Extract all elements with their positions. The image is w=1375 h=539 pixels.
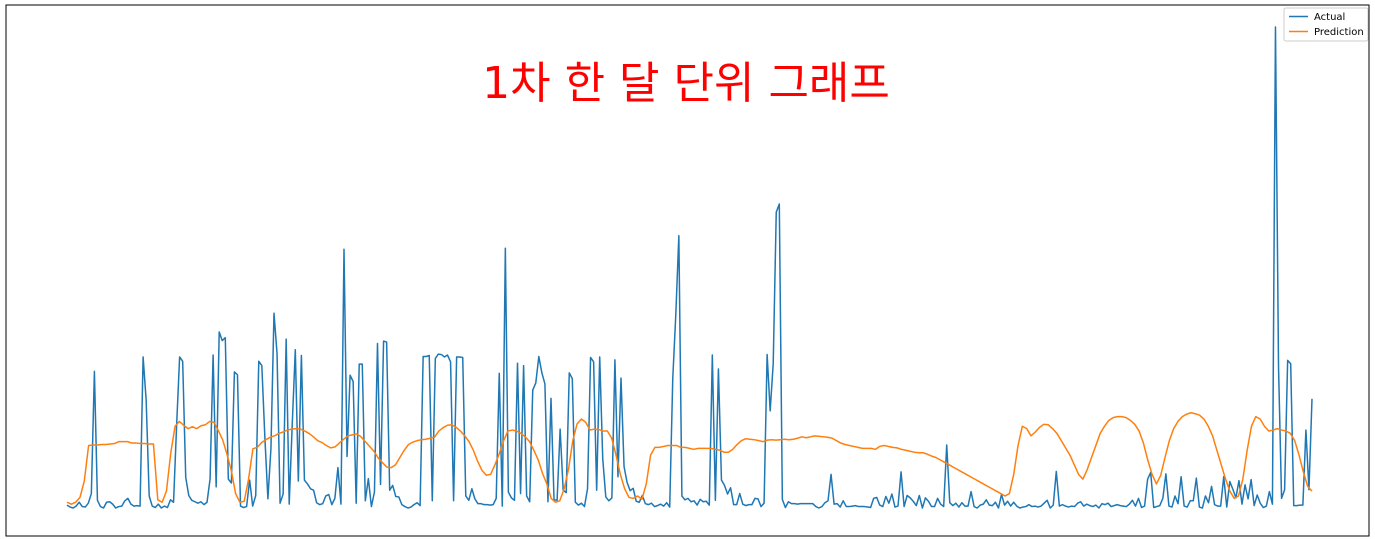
legend: Actual Prediction <box>1283 7 1369 42</box>
series-line-actual <box>66 26 1313 509</box>
legend-label-prediction: Prediction <box>1314 27 1364 38</box>
series-line-prediction <box>66 412 1313 505</box>
chart-title: 1차 한 달 단위 그래프 <box>482 58 890 109</box>
legend-label-actual: Actual <box>1314 12 1345 23</box>
series-layer <box>66 26 1313 509</box>
